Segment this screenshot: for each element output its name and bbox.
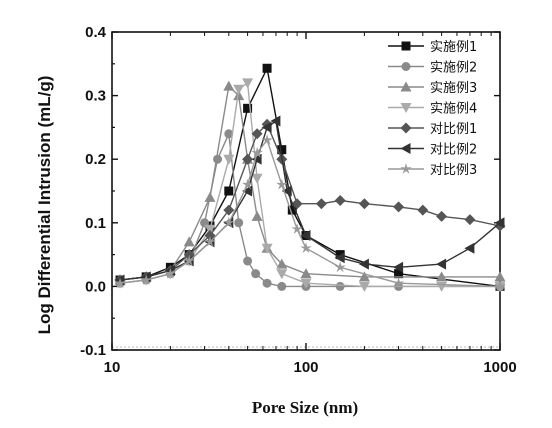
data-point [234,218,243,227]
data-point [359,259,369,270]
y-tick-label: 0.2 [85,151,106,168]
legend-marker [402,42,411,51]
data-point [277,282,286,291]
plot-border [112,32,500,350]
legend-item-6: 对比例2 [388,143,477,158]
y-tick-label: -0.1 [80,342,106,359]
x-axis-label: Pore Size (nm) [252,398,358,417]
y-tick-label: 0.0 [85,278,106,295]
x-tick-label: 1000 [483,359,516,376]
legend: 实施例1 实施例2 实施例3 实施例4 对比例1 对比例2 对比例3 [388,40,477,178]
data-point [301,268,312,278]
data-point [233,85,244,95]
data-point [263,279,272,288]
data-point [393,201,404,212]
legend-item-3: 实施例3 [388,81,477,96]
data-point [464,214,475,225]
data-point [359,198,370,209]
legend-item-2: 实施例2 [388,61,477,76]
series-6 [115,116,505,286]
y-tick-label: 0.3 [85,88,106,105]
y-axis-label: Log Differential Intrusion (mL/g) [35,76,54,335]
legend-label: 对比例3 [430,163,477,178]
data-point [252,174,263,184]
data-point [223,81,234,91]
legend-item-7: 对比例3 [388,163,477,178]
legend-item-4: 实施例4 [388,102,477,117]
data-point [436,259,446,270]
legend-label: 实施例2 [430,61,477,76]
data-point [252,211,263,221]
data-point [316,198,327,209]
data-point [417,205,428,216]
data-point [336,282,345,291]
data-point [263,64,272,73]
data-point [251,269,260,278]
legend-label: 实施例1 [430,40,477,55]
data-point [300,242,311,253]
x-tick-label: 100 [293,359,318,376]
data-point [276,269,287,279]
legend-label: 对比例2 [430,143,477,158]
y-tick-label: 0.4 [85,24,107,41]
legend-item-5: 对比例1 [388,122,477,137]
legend-marker [401,143,411,154]
data-point [184,236,195,246]
data-point [205,192,216,202]
x-tick-label: 10 [104,359,121,376]
data-point [242,78,253,88]
legend-marker [401,123,412,134]
legend-marker [402,62,411,71]
data-point [436,211,447,222]
data-point [464,243,474,254]
y-tick-label: 0.1 [85,215,106,232]
data-point [243,256,252,265]
legend-label: 对比例1 [430,122,477,137]
legend-label: 实施例4 [430,102,477,117]
legend-item-1: 实施例1 [388,40,477,55]
legend-label: 实施例3 [430,81,477,96]
data-point [335,195,346,206]
data-point [224,187,233,196]
plot-frame [112,32,500,350]
